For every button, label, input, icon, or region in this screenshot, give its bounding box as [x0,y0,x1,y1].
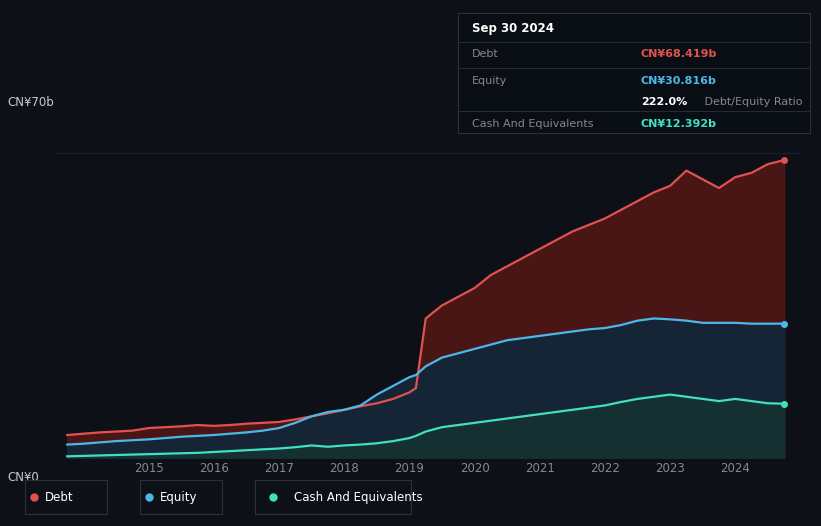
Text: CN¥0: CN¥0 [7,471,39,484]
Text: CN¥30.816b: CN¥30.816b [641,76,717,86]
Text: 222.0%: 222.0% [641,97,687,107]
Text: Equity: Equity [472,76,507,86]
Text: Debt/Equity Ratio: Debt/Equity Ratio [700,97,802,107]
Text: Equity: Equity [160,491,198,503]
Text: CN¥12.392b: CN¥12.392b [641,119,717,129]
Text: Cash And Equivalents: Cash And Equivalents [294,491,422,503]
Text: Cash And Equivalents: Cash And Equivalents [472,119,594,129]
Text: Sep 30 2024: Sep 30 2024 [472,22,554,35]
Text: CN¥68.419b: CN¥68.419b [641,49,718,59]
Text: Debt: Debt [45,491,74,503]
Text: CN¥70b: CN¥70b [7,96,53,109]
Text: Debt: Debt [472,49,499,59]
